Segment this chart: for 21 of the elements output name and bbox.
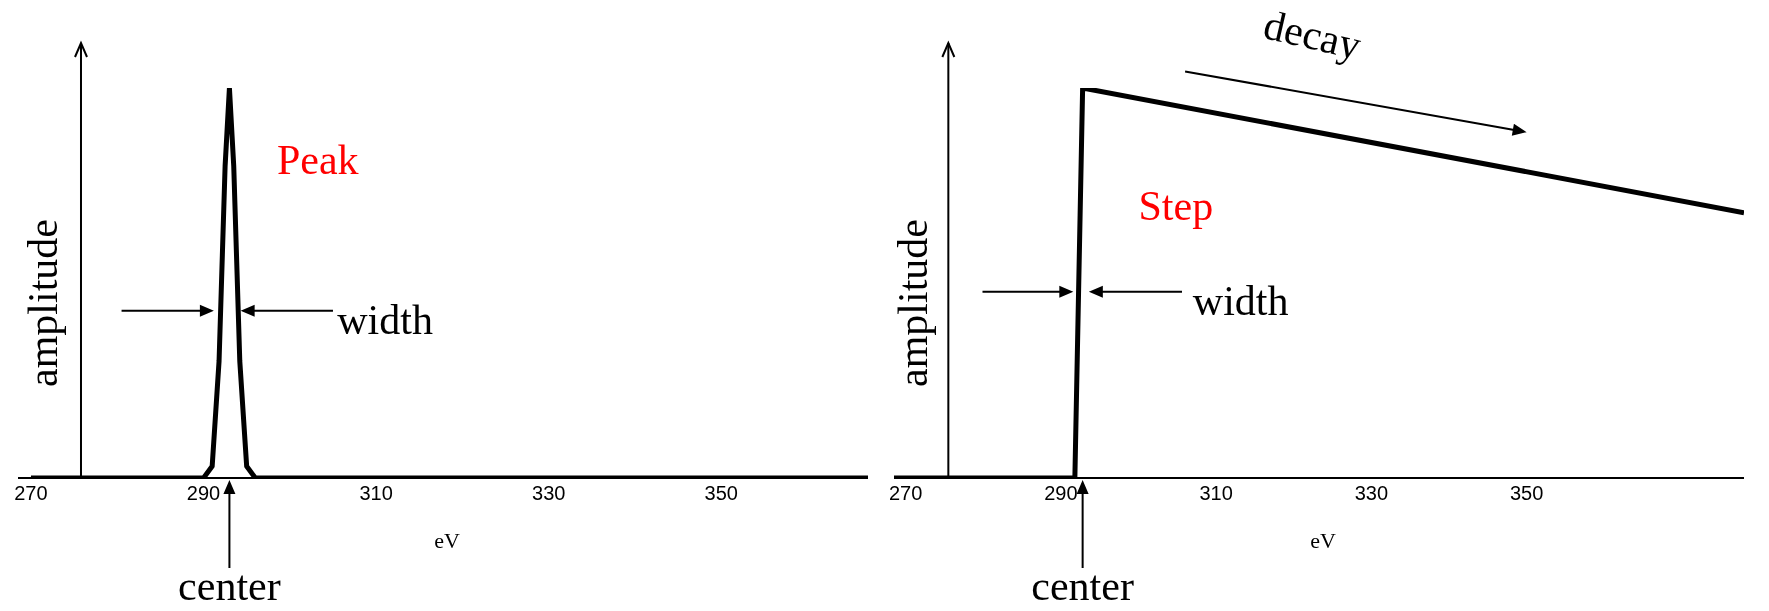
annotation: Peak [276,137,359,183]
x-axis-title: eV [434,528,460,553]
x-tick-label: 330 [532,482,566,505]
x-tick-label: 310 [1199,482,1233,505]
y-axis-title: amplitude [890,219,937,387]
annotation: width [337,296,433,343]
x-tick-label: 350 [1509,482,1544,505]
y-axis-title: amplitude [19,219,66,387]
text: decay [1259,1,1366,69]
x-tick-label: 290 [186,482,221,505]
text: center [178,563,281,609]
x-axis-title: eV [1310,528,1336,553]
x-tick-label: 270 [888,482,923,505]
annotation: Step [1138,182,1214,229]
x-tick-label: 330 [1354,482,1389,505]
x-tick-label: 290 [1044,482,1078,505]
x-tick-label: 270 [14,482,48,505]
text: center [1031,563,1134,609]
x-tick-label: 310 [359,482,393,505]
x-tick-label: 350 [704,482,738,505]
annotation: width [1192,277,1289,324]
